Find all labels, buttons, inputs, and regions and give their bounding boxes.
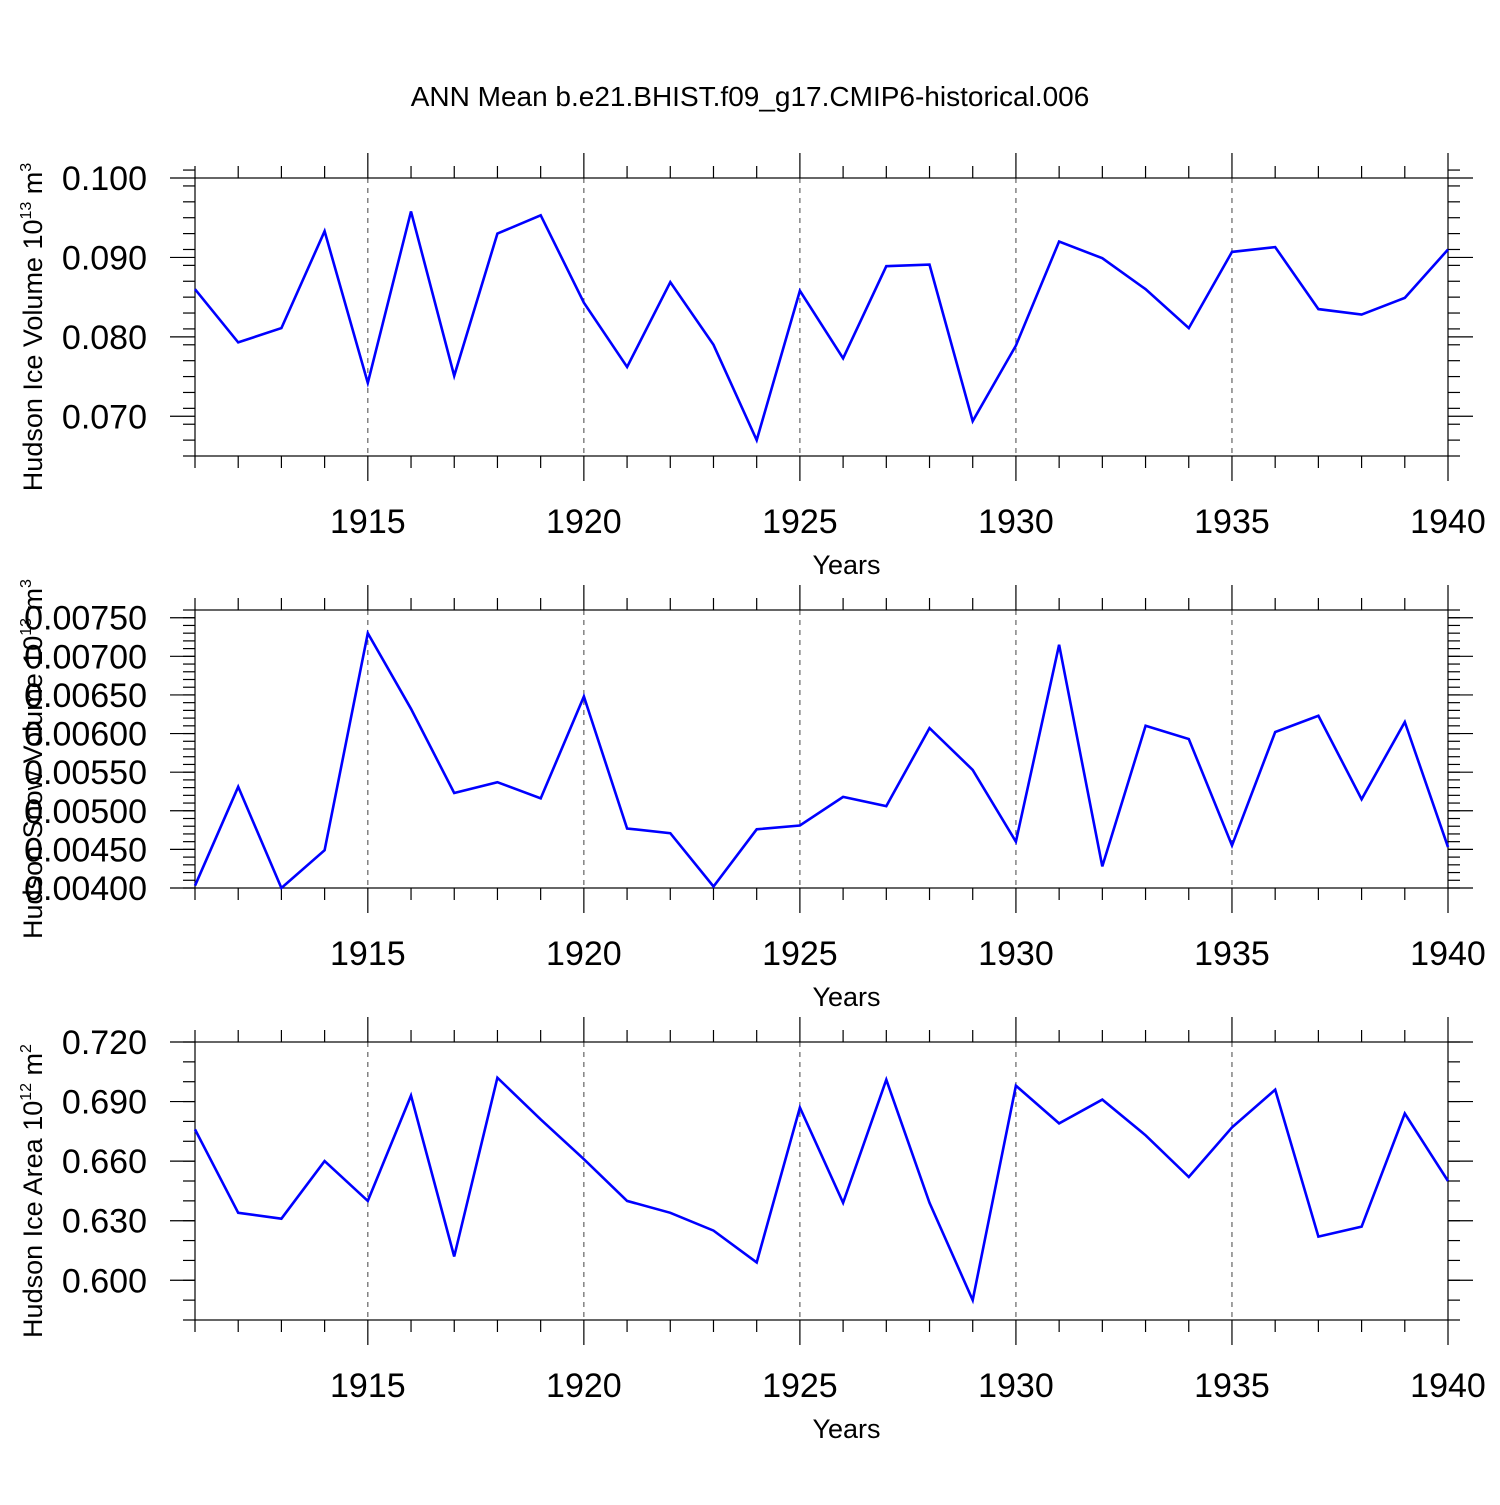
plot-frame (194, 177, 1449, 457)
y-axis-label-unit-exponent: 3 (18, 579, 35, 588)
y-axis-label-unit: m (18, 1053, 48, 1083)
y-tick-label: 0.600 (62, 1262, 147, 1300)
y-tick-label: 0.00700 (24, 638, 147, 676)
y-tick-label: 0.070 (62, 398, 147, 436)
y-axis-label: Hudson Snow Volume 1013 m3 (18, 579, 48, 939)
x-tick-label: 1940 (1410, 503, 1486, 541)
y-axis-label-unit: m (18, 172, 48, 202)
x-tick-label: 1940 (1410, 935, 1486, 973)
y-axis-label-unit: m (18, 588, 48, 618)
x-tick-label: 1925 (762, 503, 838, 541)
x-axis-label: Years (812, 982, 880, 1012)
y-tick-label: 0.00650 (24, 677, 147, 715)
x-tick-label: 1925 (762, 935, 838, 973)
panel-1: 1915 1920 1925 1930 1935 1940 Years 0.070 0.080 0… (18, 153, 1486, 580)
y-axis-label-unit-exponent: 3 (18, 163, 35, 172)
y-tick-label: 0.00750 (24, 600, 147, 638)
y-tick-label: 0.00600 (24, 716, 147, 754)
y-tick-label: 0.690 (62, 1084, 147, 1122)
y-tick-label: 0.00400 (24, 870, 147, 908)
x-tick-label: 1930 (978, 503, 1054, 541)
y-tick-label: 0.090 (62, 239, 147, 277)
panel-2: 1915 1920 1925 1930 1935 1940Years0.004000.00… (18, 579, 1486, 1012)
x-tick-label: 1915 (330, 503, 406, 541)
series-line (193, 211, 1449, 444)
x-tick-label: 1915 (330, 935, 406, 973)
x-tick-label: 1930 (978, 935, 1054, 973)
y-axis-label-exponent: 13 (18, 618, 35, 636)
x-tick-label: 1925 (762, 1367, 838, 1405)
plot-frame (194, 1041, 1449, 1321)
x-tick-label: 1920 (546, 935, 622, 973)
y-axis-label-text: Hudson Ice Area 10 (18, 1101, 48, 1338)
y-axis-label-exponent: 13 (18, 202, 35, 220)
chart-title: ANN Mean b.e21.BHIST.f09_g17.CMIP6-histo… (411, 81, 1090, 112)
y-axis-label-exponent: 12 (18, 1083, 35, 1101)
x-tick-label: 1920 (546, 1367, 622, 1405)
x-tick-label: 1935 (1194, 935, 1270, 973)
y-tick-label: 0.00500 (24, 793, 147, 831)
y-tick-label: 0.660 (62, 1143, 147, 1181)
y-axis-label: Hudson Ice Area 1012 m2 (18, 1044, 48, 1338)
plot-frame (194, 609, 1449, 889)
x-tick-label: 1935 (1194, 503, 1270, 541)
y-tick-label: 0.00550 (24, 754, 147, 792)
x-axis-label: Years (812, 1414, 880, 1444)
y-tick-label: 0.100 (62, 160, 147, 198)
y-tick-label: 0.630 (62, 1203, 147, 1241)
x-tick-label: 1935 (1194, 1367, 1270, 1405)
x-axis-label: Years (812, 550, 880, 580)
series-line (193, 629, 1450, 891)
x-tick-label: 1930 (978, 1367, 1054, 1405)
x-tick-label: 1915 (330, 1367, 406, 1405)
y-axis-label-unit-exponent: 2 (18, 1044, 35, 1053)
series-line (193, 1075, 1450, 1305)
y-tick-label: 0.720 (62, 1024, 147, 1062)
y-axis-label-text: Hudson Ice Volume 10 (18, 220, 48, 492)
x-tick-label: 1920 (546, 503, 622, 541)
panel-3: 1915 1920 1925 1930 1935 1940 Years 0.600 0.630 0… (18, 1017, 1486, 1444)
y-axis-label: Hudson Ice Volume 1013 m3 (18, 163, 48, 491)
y-tick-label: 0.080 (62, 319, 147, 357)
y-axis-label-text: Hudson Snow Volume 10 (18, 636, 48, 939)
x-tick-label: 1940 (1410, 1367, 1486, 1405)
y-tick-label: 0.00450 (24, 831, 147, 869)
